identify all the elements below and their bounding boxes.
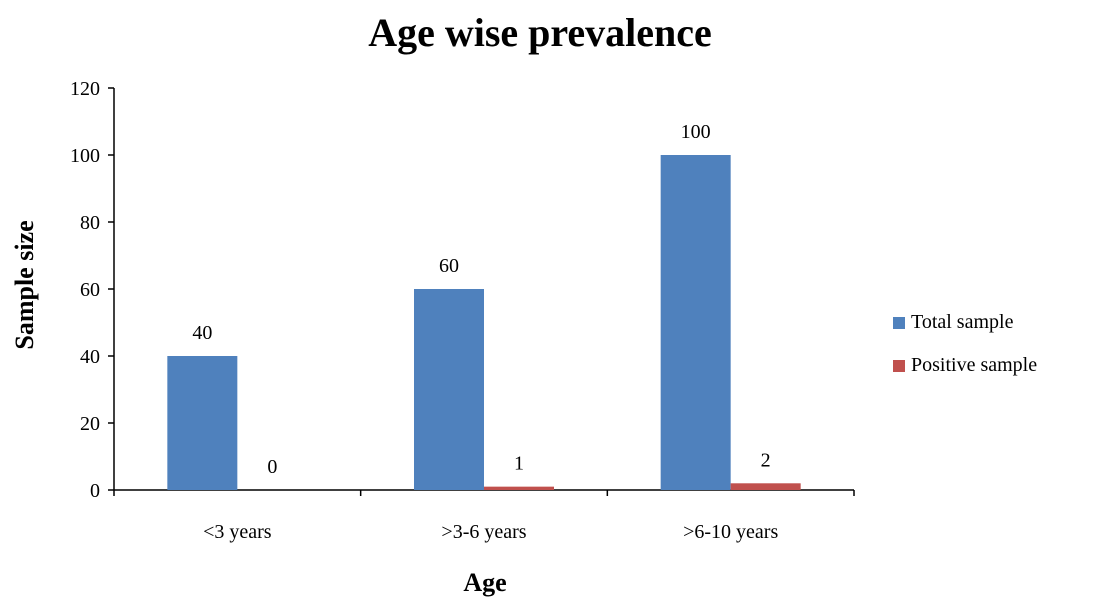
legend-swatch [893,317,905,329]
y-tick-label: 0 [90,480,100,502]
bar-positive [730,483,801,490]
y-tick-label: 120 [70,78,100,100]
y-tick-label: 40 [80,346,100,368]
y-axis-title: Sample size [10,220,39,349]
y-tick-label: 60 [80,279,100,301]
data-label: 1 [514,453,524,475]
legend: Total sample Positive sample [893,311,1037,376]
y-tick-label: 20 [80,413,100,435]
data-label: 0 [267,456,277,478]
x-axis-title: Age [463,568,506,597]
bar-total [660,155,731,490]
legend-label: Total sample [911,311,1014,333]
bar-total [414,289,484,490]
chart-title: Age wise prevalence [368,10,712,55]
data-label: 2 [761,449,771,471]
x-tick-label: <3 years [203,521,272,543]
legend-swatch [893,360,905,372]
x-tick-label: >3-6 years [441,521,526,543]
x-tick-label: >6-10 years [683,521,778,543]
y-tick-label: 80 [80,212,100,234]
bar-positive [484,486,554,490]
bar-total [167,356,238,490]
data-label: 60 [439,255,459,277]
plot-area: 0 20 40 60 80 100 120 40 0 <3 years 60 1 >3-6 years 1… [70,78,855,543]
data-label: 100 [681,121,711,143]
data-label: 40 [192,322,212,344]
y-tick-label: 100 [70,145,100,167]
legend-label: Positive sample [911,354,1037,376]
